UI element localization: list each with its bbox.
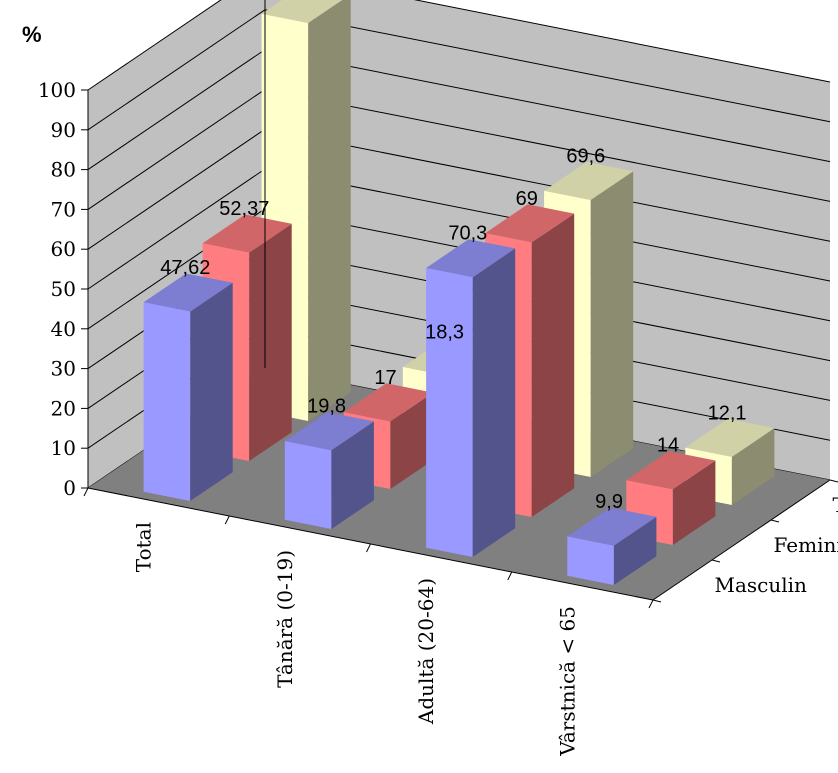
gridline [87, 0, 831, 91]
axes: 0 10 20 30 40 50 60 70 80 90 100 Total Tânără (0-19)… [38, 0, 838, 757]
bars [143, 0, 775, 585]
series-label: Feminin [774, 533, 838, 557]
data-label: 18,3 [425, 322, 464, 344]
y-tick-label: 20 [51, 396, 76, 420]
bar-top [567, 507, 657, 546]
data-label: 17 [374, 367, 396, 389]
series-label: Total [833, 493, 838, 517]
bar-top [426, 239, 516, 278]
y-tick-label: 0 [63, 476, 76, 500]
y-tick-label: 100 [38, 78, 76, 102]
bar-top [143, 273, 233, 312]
bar-side [531, 213, 575, 517]
bar-front [143, 302, 191, 501]
bar-front [567, 536, 614, 585]
bar-side [590, 171, 634, 477]
category-label: Adultă (20-64) [414, 578, 438, 725]
series-label: Masculin [715, 573, 808, 597]
data-labels: 10018,369,612,152,3717691447,6219,870,39… [160, 145, 747, 513]
x-tick-mark [366, 543, 371, 553]
y-tick-label: 50 [51, 277, 76, 301]
bar-side [249, 223, 292, 461]
bar-top [284, 412, 374, 451]
bar-side [190, 282, 233, 501]
bar-side [731, 428, 775, 505]
x-tick-mark [648, 599, 654, 609]
category-label: Total [132, 522, 156, 572]
y-unit-label: % [22, 22, 42, 47]
x-tick-mark [83, 487, 89, 497]
bar-side [472, 248, 516, 557]
z-axis-line [652, 479, 831, 601]
z-tick-mark [829, 479, 838, 483]
data-label: 69,6 [566, 145, 605, 167]
category-label: Tânără (0-19) [273, 550, 297, 688]
data-label: 19,8 [307, 396, 346, 418]
bar-top [685, 418, 775, 457]
bar-top [544, 162, 634, 200]
data-label: 69 [516, 188, 538, 210]
z-tick-mark [711, 559, 721, 563]
bar-top [343, 383, 433, 422]
y-tick-label: 80 [51, 158, 76, 182]
y-tick-label: 30 [51, 357, 76, 381]
y-tick-label: 10 [51, 436, 76, 460]
bar-top [261, 0, 343, 23]
z-tick-mark [770, 519, 780, 523]
data-label: 47,62 [160, 257, 210, 279]
data-label: 70,3 [448, 223, 487, 245]
bar [143, 273, 233, 501]
bar [284, 412, 374, 529]
bar [426, 239, 516, 557]
bar-side [390, 392, 433, 489]
bar-side [613, 516, 657, 585]
y-tick-label: 90 [51, 118, 76, 142]
y-tick-label: 60 [51, 237, 76, 261]
z-tick-mark [652, 599, 662, 603]
bar [626, 451, 716, 545]
bar-top [485, 204, 575, 243]
bar-front [284, 441, 332, 529]
data-label: 52,37 [219, 198, 269, 220]
data-label: 9,9 [595, 491, 623, 513]
y-tick-label: 40 [51, 317, 76, 341]
x-tick-mark [507, 571, 513, 581]
bar [567, 507, 657, 585]
data-label: 14 [657, 435, 679, 457]
bar-side [308, 0, 351, 421]
bar-top [202, 214, 292, 253]
bar-side [672, 460, 716, 545]
y-tick-label: 70 [51, 197, 76, 221]
bar-front [426, 268, 473, 557]
data-label: 12,1 [708, 402, 747, 424]
bar-side [331, 421, 374, 529]
category-label: Vârstnică < 65 [555, 606, 579, 757]
x-tick-mark [224, 515, 230, 525]
bar-top [626, 451, 716, 490]
